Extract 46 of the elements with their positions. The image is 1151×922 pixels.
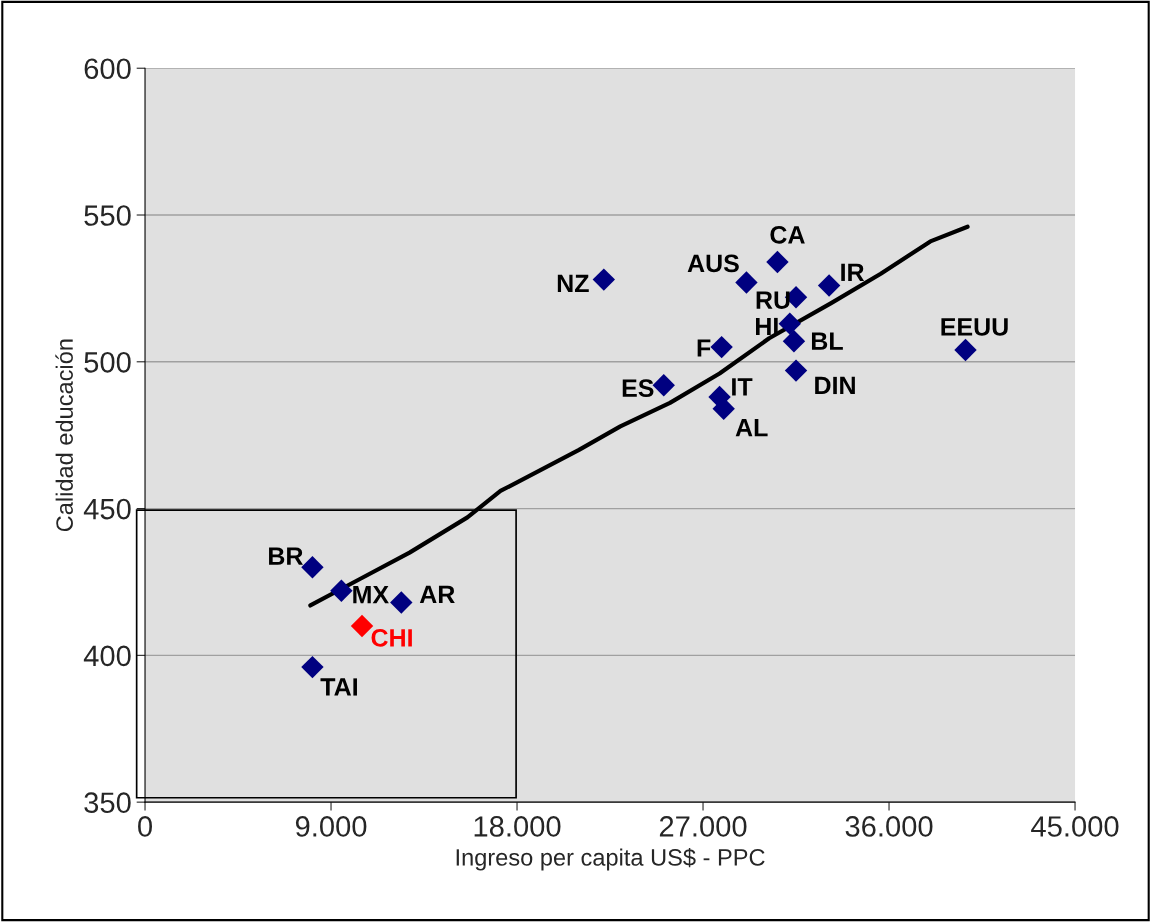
series-label: MX [353,586,389,604]
point [817,274,841,297]
point [710,335,733,359]
y-axis-title: Calidad educación [55,339,73,532]
y-tick-label: 350 [84,792,131,813]
point [330,579,353,602]
series-label: AR [419,585,455,603]
series-label: F [697,339,711,357]
series-label: IT [732,378,753,396]
series-label: AL [735,419,768,437]
point [782,330,806,353]
point [592,268,616,291]
x-tick-label: 18.000 [474,816,561,837]
y-tick-label: 450 [83,498,131,520]
series-label: AUS [687,254,739,273]
point [778,312,802,335]
series-label: RU [756,291,790,309]
point [735,271,758,294]
series-label: BR [269,547,303,565]
y-tick-label: 500 [84,351,131,373]
y-tick-label: 550 [84,205,131,226]
series-label: BL [811,332,843,350]
series-label: EEUU [941,318,1008,336]
series-label: CA [770,225,805,244]
x-tick-label: 9.000 [295,816,367,837]
y-tick-label: 400 [83,645,131,667]
point [954,338,977,362]
point [301,655,324,679]
y-tick-label: 600 [84,58,131,80]
x-axis-title: Ingreso per capita US$ - PPC [456,848,765,871]
series-label: ES [622,379,654,397]
series-label: NZ [557,274,589,293]
point [390,591,413,614]
point [784,359,808,382]
series-label: HI [756,317,778,336]
x-tick-label: 36.000 [845,816,933,837]
series-label: CHI [371,629,412,647]
x-tick-label: 45.000 [1031,816,1119,837]
series-label: TAI [320,678,357,696]
x-tick-label: 27.000 [659,816,747,837]
series-label: IR [841,263,865,281]
point [652,374,675,397]
point [301,556,324,579]
point [766,250,789,274]
x-tick-label: 0 [138,816,152,837]
series-label: DIN [815,376,855,395]
